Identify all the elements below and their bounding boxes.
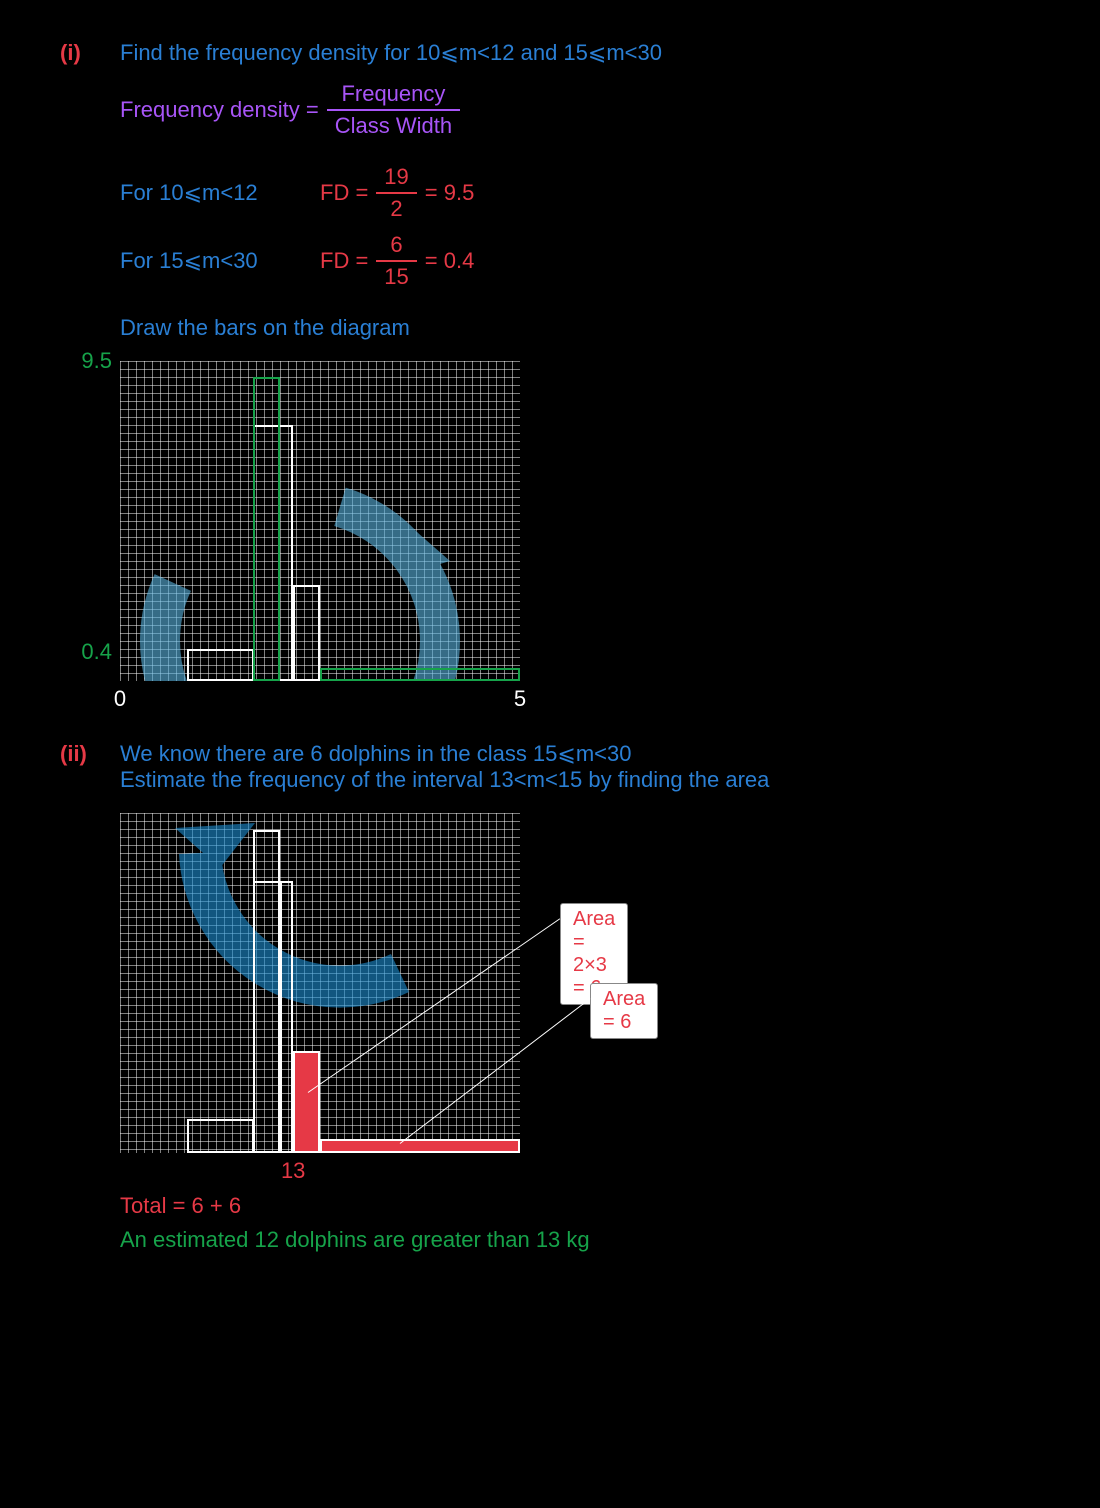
draw-instruction: Draw the bars on the diagram (120, 315, 1040, 341)
y-axis-label: 0.4 (81, 639, 112, 665)
histogram-chart-1: 9.50.405 (120, 361, 1040, 681)
calc1-equation: FD = 19 2 = 9.5 (320, 164, 474, 222)
histogram-bar (187, 649, 254, 681)
area-annotation: Area = 6 (590, 983, 658, 1039)
histogram-bar (253, 881, 293, 1153)
part2-label: (ii) (60, 741, 120, 767)
y-axis-label: 9.5 (81, 348, 112, 374)
frequency-density-formula: Frequency density = Frequency Class Widt… (120, 81, 1040, 139)
formula-numerator: Frequency (327, 81, 460, 111)
calc1-label: For 10⩽m<12 (120, 180, 320, 206)
histogram-chart-2: 13Area = 2×3 = 6Area = 6 (120, 813, 1040, 1153)
answer-line: An estimated 12 dolphins are greater tha… (120, 1227, 1040, 1253)
part1-label: (i) (60, 40, 120, 66)
histogram-bar (293, 585, 320, 681)
histogram-bar-new (320, 668, 520, 681)
formula-denominator: Class Width (327, 111, 460, 139)
histogram-bar-highlighted (320, 1139, 520, 1153)
histogram-bar (187, 1119, 254, 1153)
calc2-equation: FD = 6 15 = 0.4 (320, 232, 474, 290)
total-line: Total = 6 + 6 (120, 1193, 1040, 1219)
histogram-bar-new (253, 377, 280, 681)
part1-instruction: Find the frequency density for 10⩽m<12 a… (120, 40, 1040, 66)
x-axis-label: 13 (281, 1158, 305, 1184)
formula-lhs: Frequency density = (120, 97, 319, 123)
histogram-bar-highlighted (293, 1051, 320, 1153)
calc2-label: For 15⩽m<30 (120, 248, 320, 274)
